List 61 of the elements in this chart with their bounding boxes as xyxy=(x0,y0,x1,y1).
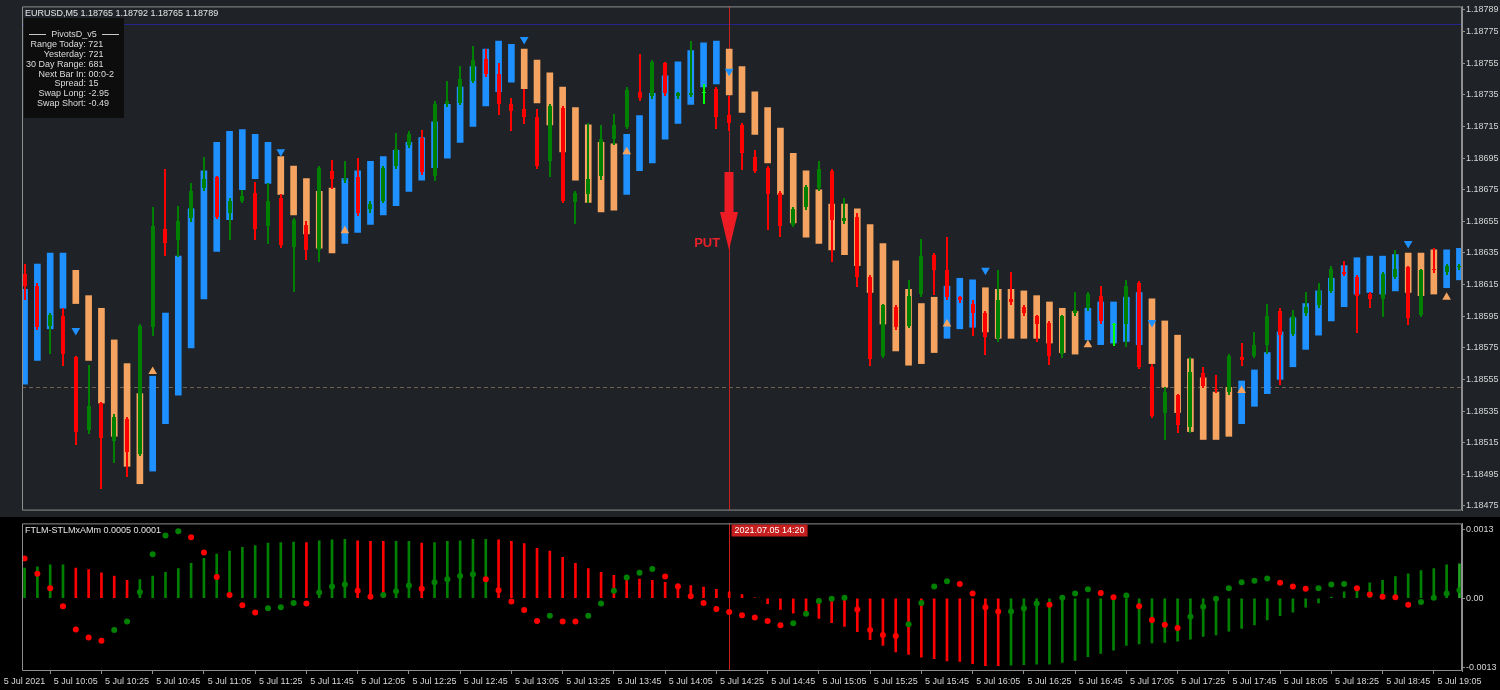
annotation: 30 Day Range: 681 xyxy=(25,58,104,69)
y-tick-label: 1.18575 xyxy=(1466,342,1499,353)
annotation: Swap Long: -2.95 xyxy=(38,88,110,99)
annotation: Spread: 15 xyxy=(54,78,99,89)
y-tick-label: 1.18535 xyxy=(1466,405,1499,416)
y-tick-label: 0.0013 xyxy=(1466,523,1494,534)
x-tick-label: 5 Jul 16:45 xyxy=(1078,675,1123,686)
x-tick-label: 5 Jul 13:45 xyxy=(617,675,662,686)
y-tick-label: 1.18595 xyxy=(1466,310,1499,321)
x-tick-label: 5 Jul 18:05 xyxy=(1283,675,1328,686)
y-tick-label: 1.18655 xyxy=(1466,215,1499,226)
chart-title: FTLM-STLMxAMm 0.0005 0.0001 xyxy=(25,525,162,536)
x-tick-label: 5 Jul 12:25 xyxy=(412,675,457,686)
x-tick-label: 5 Jul 12:45 xyxy=(463,675,508,686)
x-tick-label: 5 Jul 10:45 xyxy=(156,675,201,686)
y-tick-label: 1.18675 xyxy=(1466,184,1499,195)
y-tick-label: 1.18789 xyxy=(1466,4,1499,15)
annotation: PivotsD_v5 xyxy=(51,29,97,40)
x-tick-label: 5 Jul 15:05 xyxy=(822,675,867,686)
x-tick-label: 5 Jul 16:05 xyxy=(976,675,1021,686)
x-tick-label: 5 Jul 12:05 xyxy=(361,675,406,686)
x-tick-label: 5 Jul 19:05 xyxy=(1437,675,1482,686)
annotation: Yesterday: 721 xyxy=(43,49,104,60)
y-tick-label: 1.18715 xyxy=(1466,121,1499,132)
ref-line-label: 2021.07.05 14:20 xyxy=(734,525,805,536)
y-tick-label: 1.18775 xyxy=(1466,26,1499,37)
x-tick-label: 5 Jul 18:45 xyxy=(1386,675,1431,686)
x-tick-label: 5 Jul 17:25 xyxy=(1181,675,1226,686)
annotation: PUT xyxy=(694,234,721,250)
y-tick-label: 1.18735 xyxy=(1466,89,1499,100)
y-tick-label: -0.0013 xyxy=(1466,661,1497,672)
x-tick-label: 5 Jul 18:25 xyxy=(1334,675,1379,686)
x-tick-label: 5 Jul 11:05 xyxy=(207,675,252,686)
annotation: Range Today: 721 xyxy=(30,39,104,50)
annotation: Swap Short: -0.49 xyxy=(36,97,110,108)
y-tick-label: 1.18635 xyxy=(1466,247,1499,258)
x-tick-label: 5 Jul 14:25 xyxy=(719,675,765,686)
x-tick-label: 5 Jul 17:05 xyxy=(1129,675,1174,686)
x-tick-label: 5 Jul 13:25 xyxy=(566,675,611,686)
x-tick-label: 5 Jul 11:25 xyxy=(259,675,303,686)
y-tick-label: 0.00 xyxy=(1466,592,1484,603)
y-tick-label: 1.18495 xyxy=(1466,468,1499,479)
x-tick-label: 5 Jul 15:45 xyxy=(924,675,970,686)
y-tick-label: 1.18755 xyxy=(1466,57,1499,68)
y-tick-label: 1.18555 xyxy=(1466,373,1499,384)
x-tick-label: 5 Jul 14:05 xyxy=(668,675,713,686)
x-tick-label: 5 Jul 13:05 xyxy=(514,675,560,686)
y-tick-label: 1.18515 xyxy=(1466,437,1499,448)
x-tick-label: 5 Jul 14:45 xyxy=(771,675,816,686)
annotation: Next Bar In: 00:0-2 xyxy=(38,68,115,79)
x-tick-label: 5 Jul 16:25 xyxy=(1027,675,1072,686)
x-tick-label: 5 Jul 17:45 xyxy=(1232,675,1277,686)
y-tick-label: 1.18475 xyxy=(1466,500,1499,511)
y-tick-label: 1.18615 xyxy=(1466,279,1499,290)
chart-title: EURUSD,M5 1.18765 1.18792 1.18765 1.18789 xyxy=(25,8,219,19)
x-tick-label: 5 Jul 10:05 xyxy=(53,675,98,686)
x-tick-label: 5 Jul 2021 xyxy=(3,675,46,686)
x-tick-label: 5 Jul 10:25 xyxy=(105,675,150,686)
x-tick-label: 5 Jul 15:25 xyxy=(873,675,918,686)
x-tick-label: 5 Jul 11:45 xyxy=(310,675,354,686)
y-tick-label: 1.18695 xyxy=(1466,152,1499,163)
